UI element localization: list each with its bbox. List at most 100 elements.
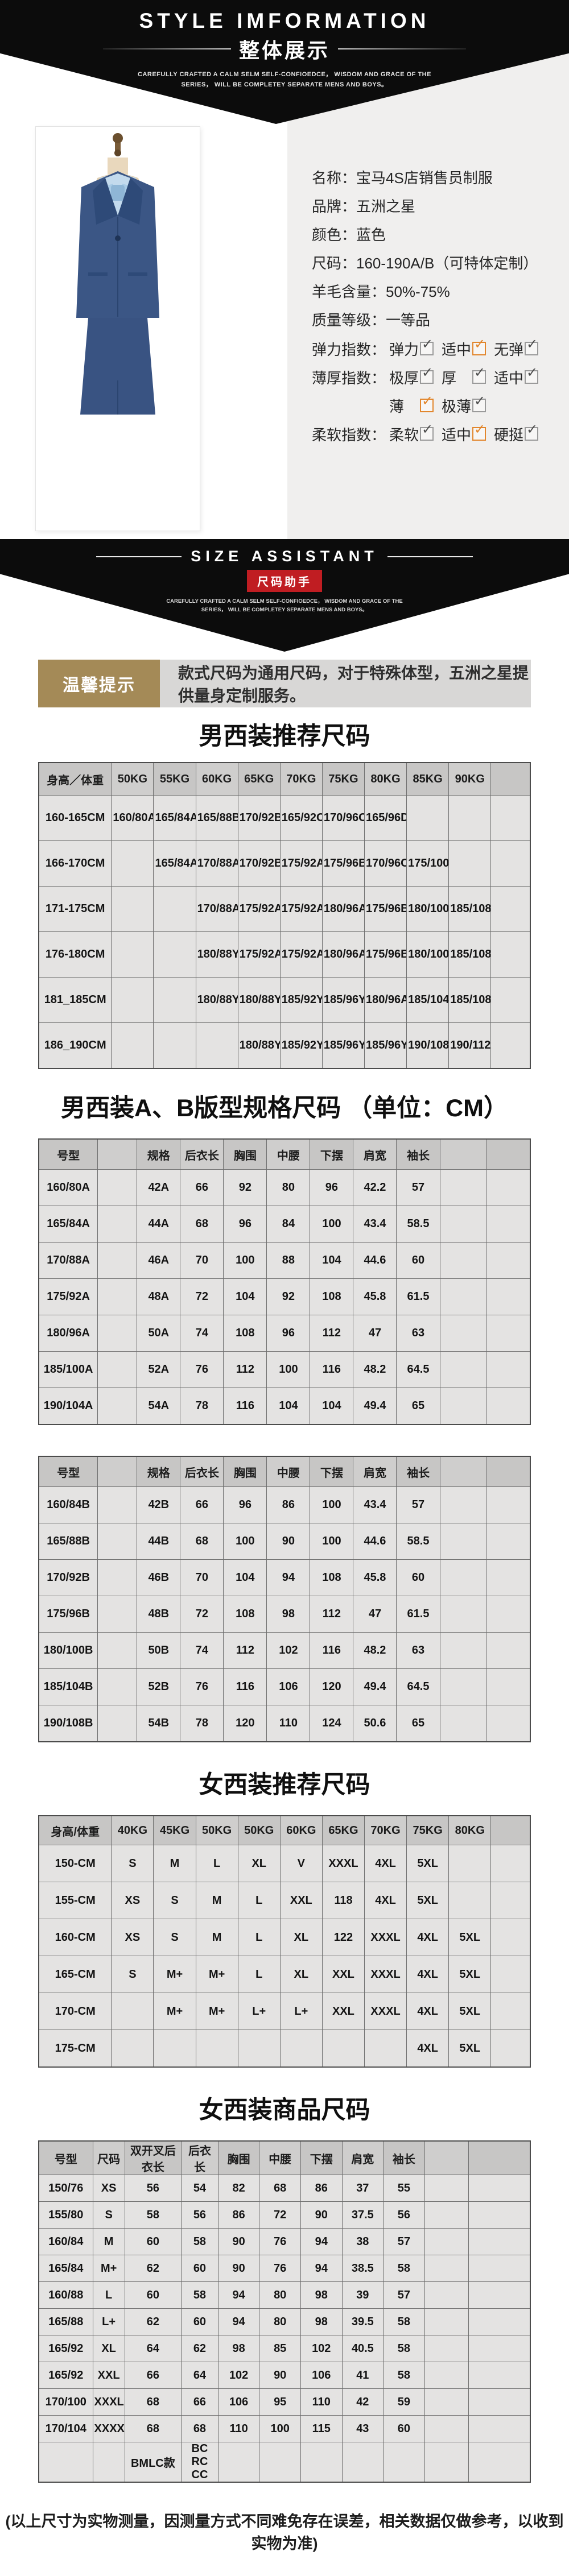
table-cell: 48B	[137, 1596, 181, 1633]
table-cell: 66	[181, 2388, 218, 2416]
table-cell: 68	[124, 2388, 182, 2416]
table-cell: 110	[266, 1705, 311, 1742]
table-cell: 165/84A	[153, 840, 196, 887]
index-option: 无弹 ✓	[494, 338, 539, 359]
table-cell	[424, 2175, 469, 2202]
table-row: 171-175CM 170/88A 175/92A 175/92A 180/96A 175…	[38, 886, 531, 932]
table-header-cell	[424, 2140, 469, 2175]
table-header-cell	[97, 1138, 138, 1170]
table-cell: 94	[217, 2308, 260, 2335]
mens-recommend-table: 身高／体重 50KG 55KG 60KG 65KG 70KG 75KG 80KG 85KG 90K…	[38, 762, 531, 1069]
table-cell	[111, 840, 154, 887]
table-cell	[485, 1668, 531, 1705]
table-cell	[448, 840, 492, 887]
table-cell	[485, 1242, 531, 1279]
table-cell	[97, 1278, 138, 1315]
table-cell: 45.8	[353, 1278, 397, 1315]
table-cell	[364, 2030, 407, 2068]
table-cell: 68	[124, 2415, 182, 2442]
table-cell	[490, 1882, 531, 1919]
table-cell: 102	[266, 1632, 311, 1669]
banner-title: SIZE ASSISTANT	[191, 548, 378, 565]
table-cell: M	[153, 1845, 196, 1882]
table-cell: 70	[180, 1242, 224, 1279]
size-helper-badge: 尺码助手	[247, 570, 322, 592]
table-cell	[153, 931, 196, 978]
table-header-cell: 下摆	[310, 1456, 354, 1487]
table-cell: 68	[181, 2415, 218, 2442]
table-cell	[485, 1206, 531, 1243]
banner-tagline: CAREFULLY CRAFTED A CALM SELM SELF-CONFI…	[0, 597, 569, 614]
table-cell: 120	[223, 1705, 267, 1742]
table-cell	[153, 886, 196, 932]
table-header-cell: 号型	[38, 1456, 98, 1487]
table-header-cell: 60KG	[195, 762, 238, 796]
table-cell: 102	[217, 2362, 260, 2389]
table-cell: 165/84A	[38, 1206, 98, 1243]
table-cell	[237, 2030, 281, 2068]
table-cell: 175/96B	[364, 886, 407, 932]
table-cell	[490, 1919, 531, 1956]
table-cell: 58	[383, 2308, 425, 2335]
table-cell	[111, 931, 154, 978]
checkbox-icon: ✓	[472, 423, 486, 441]
table-header-cell: 75KG	[406, 1815, 450, 1845]
table-cell: 180/96A	[38, 1315, 98, 1352]
table-cell: 175/92A	[279, 886, 323, 932]
table-cell	[97, 1596, 138, 1633]
table-cell: 60	[383, 2415, 425, 2442]
table-cell	[406, 795, 450, 841]
product-detail-row: 羊毛含量：50%-75%	[312, 283, 450, 300]
table-header-cell: 肩宽	[353, 1456, 397, 1487]
table-cell: 175/96B	[38, 1596, 98, 1633]
table-cell: 44A	[137, 1206, 181, 1243]
table-header-cell: 规格	[137, 1456, 181, 1487]
table-cell: 98	[300, 2281, 343, 2309]
table-cell: 38	[341, 2228, 384, 2255]
table-header-cell	[97, 1456, 138, 1487]
table-cell: 96	[223, 1206, 267, 1243]
table-cell: 64	[181, 2362, 218, 2389]
table-cell: 5XL	[448, 2030, 492, 2068]
table-cell: 94	[300, 2255, 343, 2282]
table-header-cell	[439, 1138, 486, 1170]
table-cell	[468, 2362, 531, 2389]
table-cell: 85	[259, 2335, 301, 2362]
table-cell: 42	[341, 2388, 384, 2416]
table-row: 170/88A 46A 70 100 88 104 44.6 60	[38, 1242, 531, 1279]
banner-tagline-line1: CAREFULLY CRAFTED A CALM SELM SELF-CONFI…	[138, 71, 431, 78]
table-cell: XXL	[279, 1882, 323, 1919]
checkbox-icon: ✓	[525, 423, 539, 441]
table-cell: XS	[111, 1882, 154, 1919]
table-cell	[300, 2442, 343, 2483]
table-cell: 64	[124, 2335, 182, 2362]
table-cell: 116	[223, 1388, 267, 1425]
table-cell	[97, 1351, 138, 1388]
index-option-label: 柔软	[389, 426, 419, 444]
table-cell: 186_190CM	[38, 1022, 112, 1069]
table-cell	[424, 2335, 469, 2362]
table-header-cell: 规格	[137, 1138, 181, 1170]
product-photo	[35, 126, 200, 531]
table-cell: 90	[217, 2228, 260, 2255]
table-cell: 160/80A	[38, 1169, 98, 1206]
table-row: 170/92B 46B 70 104 94 108 45.8 60	[38, 1559, 531, 1596]
table-cell: 171-175CM	[38, 886, 112, 932]
table-row: 176-180CM 180/88Y 175/92A 175/92A 180/96A 175…	[38, 931, 531, 978]
table-row: 170/104XXXXL68681101001154360	[38, 2415, 531, 2442]
table-cell: 104	[266, 1388, 311, 1425]
table-row: 160/80A 42A 66 92 80 96 42.2 57	[38, 1169, 531, 1206]
table-cell	[153, 1022, 196, 1069]
table-header-cell: 50KG	[195, 1815, 238, 1845]
table-cell: L	[237, 1919, 281, 1956]
table-cell: XXXL	[321, 1845, 365, 1882]
divider-line	[338, 48, 466, 49]
table-cell	[439, 1388, 486, 1425]
table-cell: 180/88Y	[237, 1022, 281, 1069]
table-cell: 180/96A	[321, 931, 365, 978]
table-cell: 170/88A	[195, 886, 238, 932]
table-cell: 165/88B	[38, 1523, 98, 1560]
table-cell	[439, 1351, 486, 1388]
table-cell: 115	[300, 2415, 343, 2442]
table-cell: 72	[180, 1278, 224, 1315]
